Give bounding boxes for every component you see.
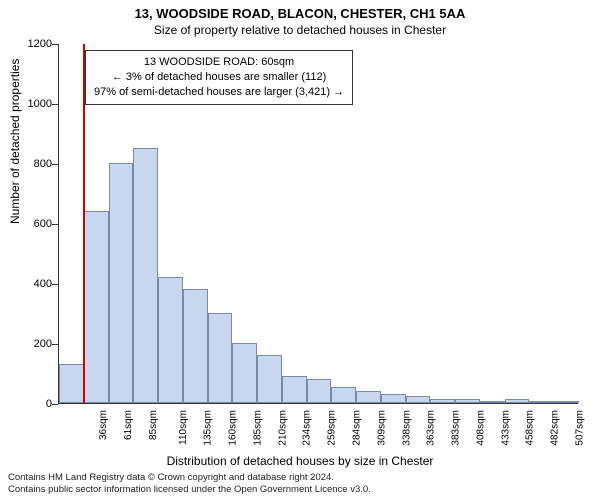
x-axis-label: Distribution of detached houses by size …	[0, 454, 600, 468]
histogram-bar	[406, 396, 431, 404]
y-tick-label: 0	[12, 398, 52, 410]
x-tick-label: 110sqm	[178, 410, 189, 445]
x-tick-label: 160sqm	[228, 410, 239, 446]
histogram-bar	[554, 401, 579, 403]
x-tick-label: 185sqm	[253, 410, 264, 446]
chart-title: 13, WOODSIDE ROAD, BLACON, CHESTER, CH1 …	[0, 0, 600, 21]
histogram-bar	[59, 364, 84, 403]
x-tick-label: 433sqm	[500, 410, 511, 446]
histogram-bar	[455, 399, 480, 403]
x-tick-label: 507sqm	[574, 410, 585, 446]
histogram-bar	[84, 211, 109, 403]
attribution-line: Contains public sector information licen…	[8, 484, 371, 496]
histogram-bar	[183, 289, 208, 403]
histogram-bar	[505, 399, 530, 403]
x-tick-label: 383sqm	[451, 410, 462, 446]
plot-area: 13 WOODSIDE ROAD: 60sqm ← 3% of detached…	[58, 44, 578, 404]
y-tick-label: 200	[12, 338, 52, 350]
y-tick-label: 600	[12, 218, 52, 230]
y-tick-label: 1200	[12, 38, 52, 50]
histogram-bar	[257, 355, 282, 403]
x-tick-label: 36sqm	[98, 410, 109, 440]
x-tick-label: 309sqm	[376, 410, 387, 446]
x-tick-label: 338sqm	[401, 410, 412, 446]
chart-subtitle: Size of property relative to detached ho…	[0, 21, 600, 41]
annotation-line: ← 3% of detached houses are smaller (112…	[94, 70, 344, 85]
x-tick-label: 482sqm	[550, 410, 561, 446]
histogram-bar	[331, 387, 356, 404]
y-tick-label: 400	[12, 278, 52, 290]
x-tick-label: 284sqm	[352, 410, 363, 446]
histogram-bar	[480, 401, 505, 403]
y-axis-label: Number of detached properties	[8, 59, 22, 224]
x-tick-label: 234sqm	[302, 410, 313, 446]
annotation-line: 13 WOODSIDE ROAD: 60sqm	[94, 55, 344, 70]
histogram-bar	[133, 148, 158, 403]
y-tick-label: 800	[12, 158, 52, 170]
annotation-box: 13 WOODSIDE ROAD: 60sqm ← 3% of detached…	[85, 50, 353, 105]
histogram-bar	[529, 401, 554, 403]
annotation-line: 97% of semi-detached houses are larger (…	[94, 85, 344, 100]
x-tick-label: 259sqm	[327, 410, 338, 446]
attribution-line: Contains HM Land Registry data © Crown c…	[8, 472, 371, 484]
x-tick-label: 363sqm	[426, 410, 437, 446]
attribution: Contains HM Land Registry data © Crown c…	[8, 472, 371, 496]
histogram-bar	[109, 163, 134, 403]
histogram-bar	[158, 277, 183, 403]
x-tick-label: 61sqm	[123, 410, 134, 440]
histogram-bar	[430, 399, 455, 404]
y-tick-label: 1000	[12, 98, 52, 110]
histogram-bar	[381, 394, 406, 403]
chart-container: 13, WOODSIDE ROAD, BLACON, CHESTER, CH1 …	[0, 0, 600, 500]
x-tick-label: 210sqm	[277, 410, 288, 446]
y-tick-mark	[52, 404, 58, 405]
x-tick-label: 408sqm	[475, 410, 486, 446]
histogram-bar	[307, 379, 332, 403]
histogram-bar	[356, 391, 381, 403]
histogram-bar	[208, 313, 233, 403]
x-tick-label: 135sqm	[203, 410, 214, 446]
histogram-bar	[232, 343, 257, 403]
x-tick-label: 85sqm	[148, 410, 159, 440]
x-tick-label: 458sqm	[525, 410, 536, 446]
histogram-bar	[282, 376, 307, 403]
